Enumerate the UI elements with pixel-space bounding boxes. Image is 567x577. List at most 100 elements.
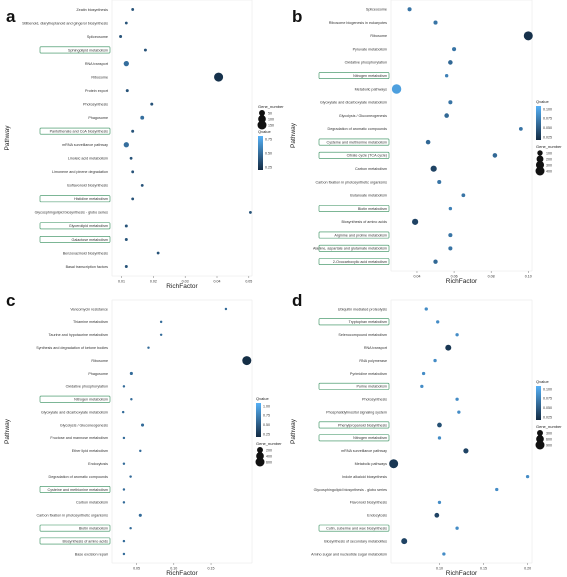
color-bar-label: 0.050: [543, 126, 552, 130]
x-tick-label: 0.15: [480, 567, 487, 571]
y-category-label: Selenocompound metabolism: [338, 333, 387, 337]
y-category-label: Ubiquitin mediated proteolysis: [338, 307, 387, 311]
data-point: [140, 423, 145, 427]
x-tick-label: 0.15: [208, 567, 215, 571]
x-tick-label: 0.20: [524, 567, 531, 571]
data-point: [455, 526, 459, 530]
color-bar-label: 0.75: [263, 414, 270, 418]
highlight-box: [39, 46, 111, 54]
data-point: [131, 8, 135, 11]
color-legend-title: Qvalue: [258, 129, 271, 134]
y-category-label: Pyruvate metabolism: [353, 47, 387, 51]
highlight-box: [39, 235, 111, 243]
panel-label: b: [292, 7, 302, 26]
data-point: [124, 224, 128, 228]
data-point: [448, 60, 453, 65]
data-point: [448, 100, 453, 105]
legend: Qvalue 0.100 0.075 0.050 0.025 Gene_number 300…: [535, 379, 562, 450]
size-legend-label: 200: [266, 448, 272, 452]
x-tick-label: 0.06: [451, 275, 458, 279]
y-category-label: Biosynthesis of amino acids: [62, 539, 108, 543]
y-category-label: Nitrogen metabolism: [353, 436, 387, 440]
data-point: [248, 211, 252, 214]
color-bar-label: 0.025: [543, 415, 552, 419]
data-point: [122, 462, 126, 465]
color-bar-label: 0.25: [263, 432, 270, 436]
y-category-label: Base excision repair: [75, 552, 109, 556]
y-category-label: Cutin, suberine and wax biosynthesis: [326, 526, 387, 530]
color-bar: [256, 403, 261, 437]
size-legend-label: 50: [268, 111, 272, 115]
y-category-label: Purine metabolism: [356, 385, 387, 389]
data-point: [444, 113, 449, 118]
y-category-label: Carbon fixation in photosynthetic organi…: [315, 180, 387, 184]
data-point: [140, 115, 145, 120]
y-category-label: Pyrimidine metabolism: [350, 372, 387, 376]
data-point: [147, 346, 150, 349]
y-axis-label: Pathway: [4, 125, 11, 151]
data-point: [525, 474, 530, 479]
data-point: [143, 48, 147, 52]
size-legend-dot: [256, 452, 264, 460]
y-category-label: Spliceosome: [87, 35, 108, 39]
highlight-box: [318, 138, 390, 146]
y-category-label: Cysteine and methionine metabolism: [48, 488, 108, 492]
x-tick-label: 0.02: [150, 280, 157, 284]
y-category-label: Amino sugar and nucleotide sugar metabol…: [311, 552, 387, 556]
data-point: [455, 333, 459, 337]
data-point: [156, 251, 160, 255]
data-point: [131, 197, 135, 201]
data-point: [124, 265, 128, 269]
data-point: [401, 538, 408, 545]
highlight-box: [39, 127, 111, 135]
data-point: [150, 102, 154, 106]
data-point: [131, 129, 135, 133]
y-category-label: Oxidative phosphorylation: [345, 61, 387, 65]
color-bar-label: 0.075: [543, 117, 552, 121]
data-point: [437, 422, 442, 428]
y-category-label: Photosynthesis: [362, 398, 387, 402]
y-axis-label: Pathway: [4, 418, 11, 444]
y-category-label: Stilbenoid, diarylheptanoid and gingerol…: [22, 21, 108, 25]
y-category-label: Degradation of aromatic compounds: [49, 475, 109, 479]
size-legend-dot: [255, 457, 265, 467]
y-category-label: Citrate cycle (TCA cycle): [347, 154, 387, 158]
plot-area: [111, 0, 253, 277]
highlight-box: [318, 72, 390, 80]
highlight-box: [39, 195, 111, 203]
size-legend-label: 100: [546, 151, 552, 155]
data-point: [463, 448, 469, 454]
y-category-label: Linoleic acid metabolism: [68, 157, 108, 161]
y-category-label: Phagosome: [88, 372, 108, 376]
highlight-box: [39, 524, 111, 532]
data-point: [389, 459, 399, 469]
y-category-label: Glycolysis / Gluconeogenesis: [339, 114, 387, 118]
size-legend-label: 150: [268, 123, 274, 127]
y-category-label: Spliceosome: [366, 8, 387, 12]
highlight-box: [318, 151, 390, 159]
color-bar-label: 0.025: [543, 135, 552, 139]
y-category-label: Ribosome: [91, 359, 108, 363]
y-category-label: Synthesis and degradation of ketone bodi…: [36, 346, 108, 350]
data-point: [495, 487, 499, 492]
y-category-label: Biotin metabolism: [79, 526, 108, 530]
data-point: [445, 344, 452, 351]
x-tick-label: 0.03: [182, 280, 189, 284]
data-point: [518, 126, 523, 131]
y-category-label: Arginine and proline metabolism: [334, 233, 387, 237]
data-point: [407, 7, 412, 12]
y-category-label: Ribosome: [91, 75, 108, 79]
color-bar-label: 0.100: [543, 107, 552, 111]
data-point: [140, 183, 144, 187]
data-point: [131, 170, 135, 174]
x-tick-label: 0.04: [214, 280, 221, 284]
data-point: [444, 74, 449, 78]
y-category-label: Tryptophan metabolism: [349, 320, 387, 324]
y-category-label: Basal transcription factors: [66, 265, 109, 269]
color-bar-label: 0.050: [543, 406, 552, 410]
x-axis-label: RichFactor: [446, 570, 478, 577]
highlight-box: [39, 486, 111, 493]
size-legend-title: Gene_number: [536, 424, 562, 429]
data-point: [434, 512, 440, 518]
x-tick-label: 0.05: [245, 280, 252, 284]
